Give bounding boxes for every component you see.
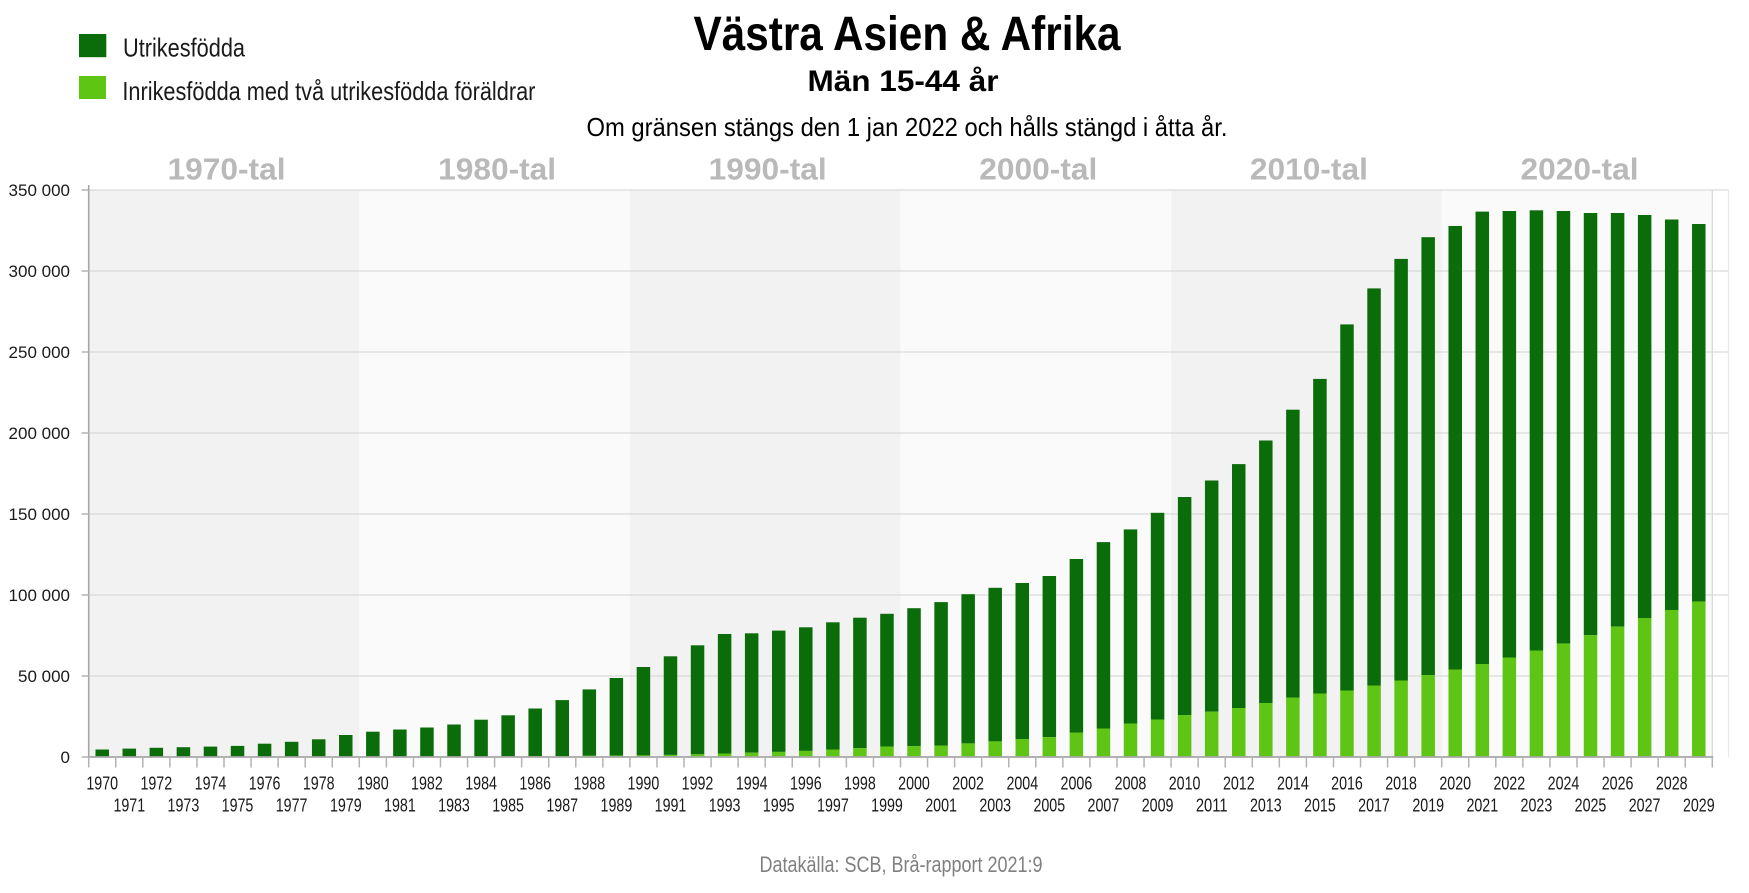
- svg-text:1989: 1989: [601, 796, 633, 816]
- svg-text:2010: 2010: [1169, 774, 1201, 794]
- svg-text:1986: 1986: [519, 774, 551, 794]
- svg-text:2013: 2013: [1250, 796, 1282, 816]
- svg-text:2024: 2024: [1548, 774, 1580, 794]
- svg-text:1971: 1971: [113, 796, 145, 816]
- svg-text:2012: 2012: [1223, 774, 1255, 794]
- svg-text:2000: 2000: [898, 774, 930, 794]
- svg-text:1975: 1975: [222, 796, 254, 816]
- svg-text:1984: 1984: [465, 774, 497, 794]
- svg-text:1996: 1996: [790, 774, 822, 794]
- svg-text:1970: 1970: [86, 774, 118, 794]
- svg-text:1980-tal: 1980-tal: [438, 152, 556, 187]
- svg-text:2018: 2018: [1385, 774, 1417, 794]
- svg-text:2015: 2015: [1304, 796, 1336, 816]
- svg-text:2019: 2019: [1412, 796, 1444, 816]
- svg-text:1974: 1974: [195, 774, 227, 794]
- svg-text:2029: 2029: [1683, 796, 1715, 816]
- svg-text:1973: 1973: [168, 796, 200, 816]
- svg-text:2026: 2026: [1602, 774, 1634, 794]
- svg-text:1987: 1987: [546, 796, 578, 816]
- svg-text:1978: 1978: [303, 774, 335, 794]
- svg-text:1981: 1981: [384, 796, 416, 816]
- svg-text:1977: 1977: [276, 796, 308, 816]
- svg-text:2021: 2021: [1466, 796, 1498, 816]
- svg-text:2017: 2017: [1358, 796, 1390, 816]
- svg-text:1982: 1982: [411, 774, 443, 794]
- svg-text:200 000: 200 000: [9, 424, 70, 443]
- svg-text:2020: 2020: [1439, 774, 1471, 794]
- svg-text:2002: 2002: [952, 774, 984, 794]
- svg-text:1990: 1990: [628, 774, 660, 794]
- svg-text:Män 15-44 år: Män 15-44 år: [808, 65, 999, 98]
- svg-text:2025: 2025: [1575, 796, 1607, 816]
- svg-text:1998: 1998: [844, 774, 876, 794]
- svg-text:150 000: 150 000: [9, 505, 70, 524]
- svg-text:2008: 2008: [1115, 774, 1147, 794]
- svg-text:1983: 1983: [438, 796, 470, 816]
- svg-text:1992: 1992: [682, 774, 714, 794]
- svg-text:50 000: 50 000: [18, 667, 70, 686]
- svg-text:2001: 2001: [925, 796, 957, 816]
- svg-text:2023: 2023: [1521, 796, 1553, 816]
- svg-text:Datakälla: SCB, Brå-rapport 20: Datakälla: SCB, Brå-rapport 2021:9: [760, 852, 1043, 877]
- svg-text:1999: 1999: [871, 796, 903, 816]
- svg-text:2003: 2003: [979, 796, 1011, 816]
- svg-text:1993: 1993: [709, 796, 741, 816]
- svg-text:Inrikesfödda med två utrikesfö: Inrikesfödda med två utrikesfödda föräld…: [122, 76, 535, 106]
- svg-text:2027: 2027: [1629, 796, 1661, 816]
- svg-text:2006: 2006: [1061, 774, 1093, 794]
- svg-text:Om gränsen stängs den 1 jan 20: Om gränsen stängs den 1 jan 2022 och hål…: [587, 112, 1228, 142]
- svg-text:1985: 1985: [492, 796, 524, 816]
- svg-text:2007: 2007: [1088, 796, 1120, 816]
- svg-text:1980: 1980: [357, 774, 389, 794]
- svg-text:350 000: 350 000: [9, 181, 70, 200]
- svg-text:2022: 2022: [1493, 774, 1525, 794]
- svg-text:100 000: 100 000: [9, 586, 70, 605]
- svg-text:2028: 2028: [1656, 774, 1688, 794]
- svg-text:1972: 1972: [140, 774, 172, 794]
- svg-text:0: 0: [61, 748, 70, 767]
- svg-text:1994: 1994: [736, 774, 768, 794]
- svg-text:2000-tal: 2000-tal: [979, 152, 1097, 187]
- svg-text:1979: 1979: [330, 796, 362, 816]
- svg-text:2011: 2011: [1196, 796, 1228, 816]
- svg-text:1988: 1988: [573, 774, 605, 794]
- svg-text:1991: 1991: [655, 796, 687, 816]
- svg-text:2010-tal: 2010-tal: [1250, 152, 1368, 187]
- svg-text:2004: 2004: [1006, 774, 1038, 794]
- svg-text:1970-tal: 1970-tal: [168, 152, 286, 187]
- svg-text:250 000: 250 000: [9, 343, 70, 362]
- svg-text:2014: 2014: [1277, 774, 1309, 794]
- svg-text:2016: 2016: [1331, 774, 1363, 794]
- svg-text:1995: 1995: [763, 796, 795, 816]
- svg-text:1997: 1997: [817, 796, 849, 816]
- svg-text:2005: 2005: [1033, 796, 1065, 816]
- svg-text:2009: 2009: [1142, 796, 1174, 816]
- svg-text:2020-tal: 2020-tal: [1521, 152, 1639, 187]
- svg-text:Västra Asien & Afrika: Västra Asien & Afrika: [694, 8, 1121, 61]
- svg-text:1976: 1976: [249, 774, 281, 794]
- svg-text:Utrikesfödda: Utrikesfödda: [123, 33, 245, 63]
- svg-text:1990-tal: 1990-tal: [709, 152, 827, 187]
- svg-text:300 000: 300 000: [9, 262, 70, 281]
